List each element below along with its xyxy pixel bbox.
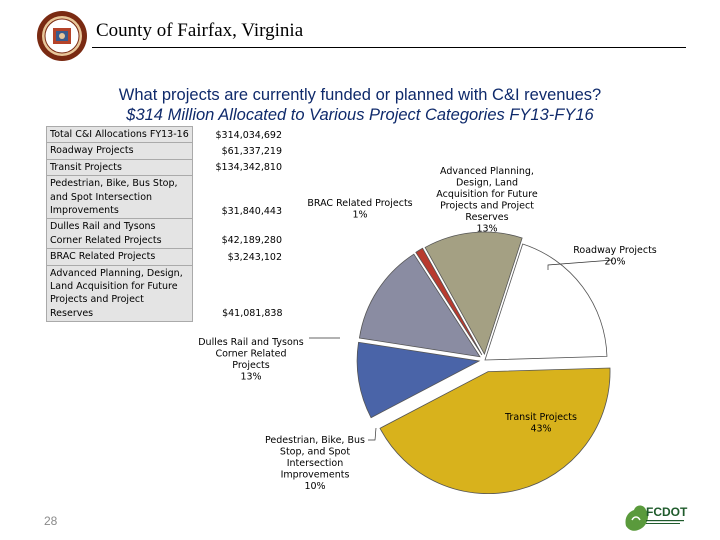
table-row-label: Total C&I Allocations FY13-16 xyxy=(46,125,193,144)
pie-data-label-line: 13% xyxy=(240,372,261,383)
label-leader-line xyxy=(547,259,614,270)
pie-data-label-line: Reserves xyxy=(465,212,508,223)
pie-data-label-line: Dulles Rail and Tysons xyxy=(198,337,304,348)
pie-slice xyxy=(356,341,481,419)
table-row: Dulles Rail and Tysons Corner Related Pr… xyxy=(46,218,286,250)
table-row: Total C&I Allocations FY13-16 $314,034,69… xyxy=(46,125,286,144)
pie-slice xyxy=(358,253,481,358)
pie-data-label-line: Projects and Project xyxy=(440,201,534,212)
table-row-label: BRAC Related Projects xyxy=(46,248,193,266)
table-row: Roadway Projects $61,337,219 xyxy=(46,142,286,160)
pie-slice xyxy=(415,247,483,356)
table-row-value: $61,337,219 xyxy=(192,142,286,160)
table-row: Transit Projects $134,342,810 xyxy=(46,158,286,177)
table-row-value: $314,034,692 xyxy=(192,126,286,143)
pie-data-label-line: Pedestrian, Bike, Bus xyxy=(265,435,365,446)
pie-data-label: Transit Projects 43% xyxy=(504,412,577,435)
table-row-label: Transit Projects xyxy=(46,158,193,177)
table-row-label: Roadway Projects xyxy=(46,142,193,160)
pie-data-label-line: 1% xyxy=(352,210,367,221)
table-row-value: $134,342,810 xyxy=(192,159,286,176)
pie-data-label-line: Projects xyxy=(232,360,270,371)
table-row-value: $31,840,443 xyxy=(192,175,286,219)
table-row-label: Pedestrian, Bike, Bus Stop, and Spot Int… xyxy=(46,175,193,220)
pie-data-label-line: Improvements xyxy=(281,470,350,481)
table-row-value: $42,189,280 xyxy=(192,218,286,249)
chart-title: What projects are currently funded or pl… xyxy=(118,86,602,104)
table-row: BRAC Related Projects $3,243,102 xyxy=(46,248,286,266)
pie-data-label-line: Stop, and Spot xyxy=(280,447,350,458)
label-leader-line xyxy=(368,427,377,441)
pie-data-label: BRAC Related Projects 1% xyxy=(307,198,412,221)
pie-data-label-line: Design, Land xyxy=(456,178,518,189)
pie-data-label: Roadway Projects 20% xyxy=(573,245,657,268)
header-divider xyxy=(92,47,686,48)
pie-data-label-line: Transit Projects xyxy=(504,412,577,423)
pie-data-label-line: 43% xyxy=(530,424,551,435)
pie-data-label-line: Intersection xyxy=(287,458,344,469)
table-row: Pedestrian, Bike, Bus Stop, and Spot Int… xyxy=(46,175,286,220)
county-title: County of Fairfax, Virginia xyxy=(96,20,304,41)
table-row-label: Advanced Planning, Design, Land Acquisit… xyxy=(46,264,193,323)
pie-slice xyxy=(379,367,611,494)
pie-data-label-line: Corner Related xyxy=(215,349,286,360)
fcdot-logo: FCDOT xyxy=(625,505,688,531)
table-row: Advanced Planning, Design, Land Acquisit… xyxy=(46,264,286,323)
pie-data-label-line: Roadway Projects xyxy=(573,245,657,256)
pie-data-label-line: 13% xyxy=(476,224,497,235)
pie-data-label-line: BRAC Related Projects xyxy=(307,198,412,209)
table-row-label: Dulles Rail and Tysons Corner Related Pr… xyxy=(46,218,193,250)
pie-data-label-line: 20% xyxy=(604,257,625,268)
pie-data-label: Dulles Rail and Tysons Corner Related Proj… xyxy=(198,337,304,383)
slide-number: 28 xyxy=(44,514,58,528)
allocation-table: Total C&I Allocations FY13-16 $314,034,69… xyxy=(46,125,286,323)
table-row-value: $3,243,102 xyxy=(192,248,286,266)
pie-data-label-line: Acquisition for Future xyxy=(436,189,538,200)
chart-subtitle: $314 Million Allocated to Various Projec… xyxy=(126,106,594,124)
pie-data-label: Advanced Planning, Design, Land Acquisitio… xyxy=(436,166,538,235)
fcdot-logo-text: FCDOT xyxy=(646,505,688,519)
pie-slice xyxy=(424,231,523,356)
pie-data-label-line: Advanced Planning, xyxy=(440,166,534,177)
county-seal-logo xyxy=(37,11,87,61)
pie-slice xyxy=(484,243,608,361)
table-row-value: $41,081,838 xyxy=(192,265,286,322)
pie-data-label-line: 10% xyxy=(304,481,325,492)
pie-data-label: Pedestrian, Bike, Bus Stop, and Spot Inter… xyxy=(265,435,365,492)
